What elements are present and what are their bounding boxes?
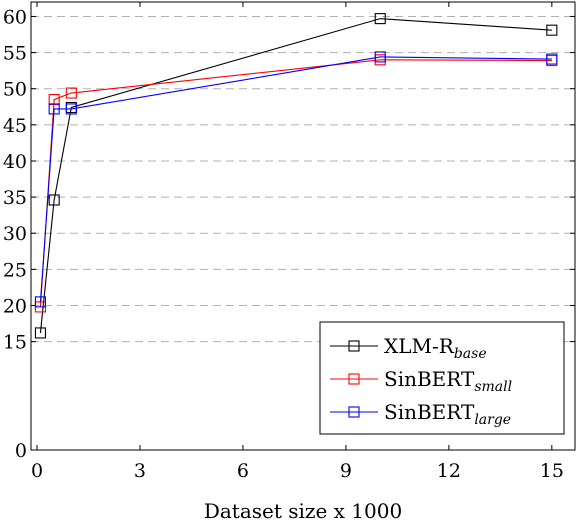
y-tick-label: 20	[3, 295, 27, 317]
x-tick-label: 15	[540, 460, 564, 482]
data-point	[48, 103, 60, 115]
y-tick-label: 40	[3, 151, 27, 173]
legend-marker	[348, 373, 360, 385]
plot-frame	[30, 1, 576, 451]
x-tick-label: 9	[340, 460, 352, 482]
x-tick-label: 3	[134, 460, 146, 482]
y-tick-label: 45	[3, 115, 27, 137]
data-point	[48, 93, 60, 106]
series-base	[34, 13, 558, 339]
data-point	[34, 296, 46, 308]
y-tick-label: 35	[3, 187, 27, 209]
y-tick-label: 30	[3, 223, 27, 245]
y-tick-label: 50	[3, 79, 27, 101]
legend-subscript: base	[454, 346, 487, 362]
y-tick-label: 15	[3, 332, 27, 354]
series-line	[39, 56, 552, 302]
legend-subscript: large	[474, 412, 511, 428]
legend-marker	[348, 340, 360, 352]
series-layer	[34, 13, 558, 339]
x-axis-label: Dataset size x 1000	[204, 499, 402, 520]
data-point	[65, 87, 77, 99]
series-small	[34, 54, 558, 313]
data-point	[65, 103, 77, 115]
data-point	[374, 13, 386, 25]
legend-entry: SinBERTsmall	[384, 367, 512, 395]
legend-subscript: small	[474, 379, 512, 395]
legend-marker	[348, 406, 360, 418]
data-point	[48, 194, 60, 206]
data-point	[34, 327, 46, 339]
series-line	[39, 18, 552, 333]
y-axis-ticks: 0 15 20 25 30 35 40 45 50 55 60	[3, 6, 575, 462]
legend-entry: XLM-Rbase	[384, 334, 487, 362]
y-tick-label: 25	[3, 259, 27, 281]
series-large	[34, 51, 558, 308]
x-tick-label: 12	[437, 460, 461, 482]
data-point	[546, 24, 558, 36]
x-tick-label: 6	[237, 460, 249, 482]
series-line	[39, 59, 552, 307]
x-tick-label: 0	[31, 460, 43, 482]
y-tick-label: 0	[15, 440, 27, 462]
y-tick-label: 55	[3, 43, 27, 65]
data-point	[374, 51, 386, 63]
legend-box	[319, 321, 565, 435]
grid-lines	[31, 15, 575, 343]
y-tick-label: 60	[3, 6, 27, 28]
x-axis-ticks: 0 3 6 9 12 15	[31, 2, 564, 482]
data-point	[546, 53, 558, 65]
